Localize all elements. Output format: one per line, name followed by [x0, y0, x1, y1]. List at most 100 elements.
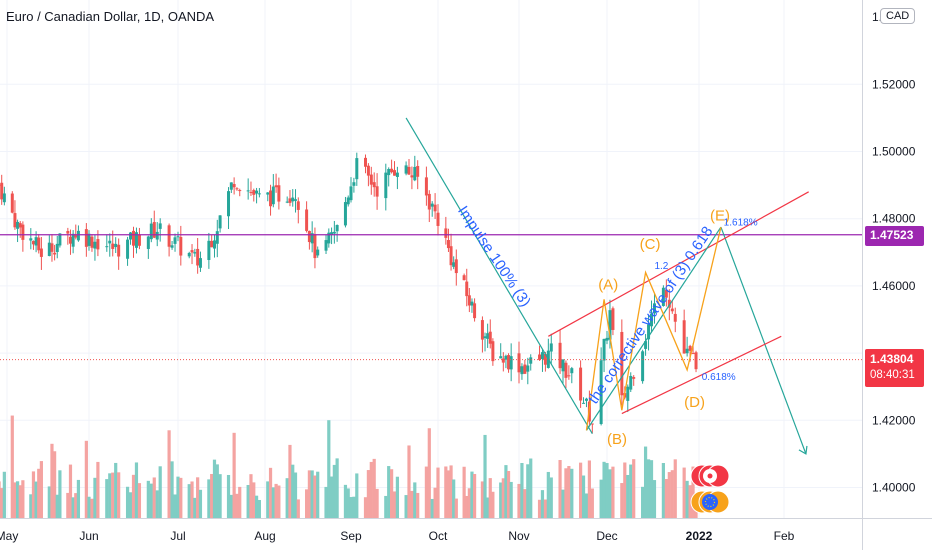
candle-body	[50, 243, 54, 252]
candle-body	[327, 232, 331, 244]
volume-bar	[691, 466, 695, 518]
candle-body	[416, 165, 420, 177]
volume-bar	[641, 486, 645, 518]
volume-bar	[37, 468, 41, 518]
volume-bar	[152, 477, 156, 518]
volume-bar	[212, 459, 217, 518]
candle-body	[375, 186, 379, 197]
grid	[0, 0, 862, 518]
volume-bar	[390, 469, 394, 518]
volume-bar	[146, 480, 150, 518]
volume-bar	[155, 490, 159, 518]
volume-bar	[47, 486, 51, 518]
volume-bar	[87, 496, 91, 518]
candle-body	[661, 287, 665, 306]
channel-upper-line	[548, 191, 809, 337]
candle-body	[570, 368, 574, 374]
candle-body	[179, 237, 183, 256]
candle-body	[207, 240, 211, 261]
candle-body	[608, 310, 612, 340]
volume-bar	[105, 479, 109, 518]
candle-body	[369, 174, 373, 185]
candle-body	[232, 184, 236, 188]
volume-bar	[506, 470, 511, 518]
wave-e-label: (E)	[710, 207, 730, 224]
eu-flag-icon	[702, 494, 718, 510]
volume-bar	[53, 451, 57, 518]
volume-bar	[134, 462, 139, 518]
volume-bar	[366, 470, 370, 518]
x-tick-label: Jun	[79, 529, 98, 543]
candle-body	[424, 177, 428, 196]
x-tick-label: Nov	[508, 529, 529, 543]
candle-body	[590, 423, 594, 425]
volume-bar	[664, 479, 668, 518]
chart-title: Euro / Canadian Dollar, 1D, OANDA	[6, 9, 215, 24]
y-tick-label: 1.42000	[872, 413, 916, 427]
volume-bar	[167, 430, 171, 518]
volume-bar	[499, 482, 503, 518]
volume-bar	[599, 479, 603, 518]
volume-bar	[232, 432, 236, 518]
candle-body	[688, 345, 692, 351]
volume-bar	[661, 463, 665, 518]
volume-bar	[90, 498, 94, 518]
candle-body	[538, 354, 542, 360]
volume-bar	[111, 472, 115, 518]
volume-bar	[587, 460, 591, 518]
candle-body	[305, 209, 309, 231]
candle-body	[599, 360, 603, 425]
candle-body	[523, 364, 527, 374]
volume-bar	[427, 428, 431, 518]
volume-bar	[246, 484, 250, 518]
candle-body	[465, 281, 469, 297]
volume-bar	[137, 483, 142, 518]
candle-body	[404, 165, 408, 174]
volume-bar	[10, 415, 14, 518]
candle-body	[509, 356, 513, 370]
candle-body	[296, 201, 300, 210]
volume-bar	[501, 478, 505, 518]
candle-body	[501, 358, 505, 363]
candle-body	[446, 240, 450, 249]
volume-bar	[50, 443, 54, 518]
volume-bar	[446, 470, 451, 518]
candle-body	[491, 341, 495, 362]
volume-bar	[335, 458, 339, 518]
candle-body	[352, 182, 356, 186]
volume-bar	[369, 461, 373, 518]
volume-bar	[327, 420, 331, 518]
candle-body	[114, 243, 118, 248]
currency-selector[interactable]: CAD	[880, 8, 916, 24]
candle-body	[641, 351, 645, 382]
candle-body	[108, 240, 112, 244]
candle-body	[170, 245, 174, 248]
volume-bar	[173, 494, 177, 518]
volume-bar	[509, 481, 513, 518]
volume-bar	[488, 478, 492, 518]
candle-body	[629, 375, 633, 390]
volume-bar	[375, 488, 379, 518]
candle-body	[105, 246, 109, 248]
volume-bar	[343, 484, 348, 518]
candle-body	[605, 337, 609, 341]
y-tick-label: 1.40000	[872, 481, 916, 495]
volume-bar	[257, 499, 261, 518]
volume-bar	[296, 499, 300, 518]
candle-body	[74, 235, 78, 238]
volume-bar	[93, 477, 97, 518]
candle-body	[650, 313, 654, 327]
candle-body	[96, 239, 100, 250]
candle-body	[2, 193, 6, 203]
volume-bar	[128, 492, 133, 518]
candle-body	[269, 190, 273, 207]
candle-body	[682, 320, 686, 354]
volume-bar	[452, 479, 456, 518]
volume-bar	[413, 482, 417, 518]
volume-bar	[0, 488, 4, 518]
candle-body	[664, 289, 668, 298]
candle-body	[372, 182, 376, 188]
volume-bar	[430, 498, 434, 518]
wave-b-label: (B)	[607, 431, 627, 448]
candle-body	[291, 197, 295, 202]
